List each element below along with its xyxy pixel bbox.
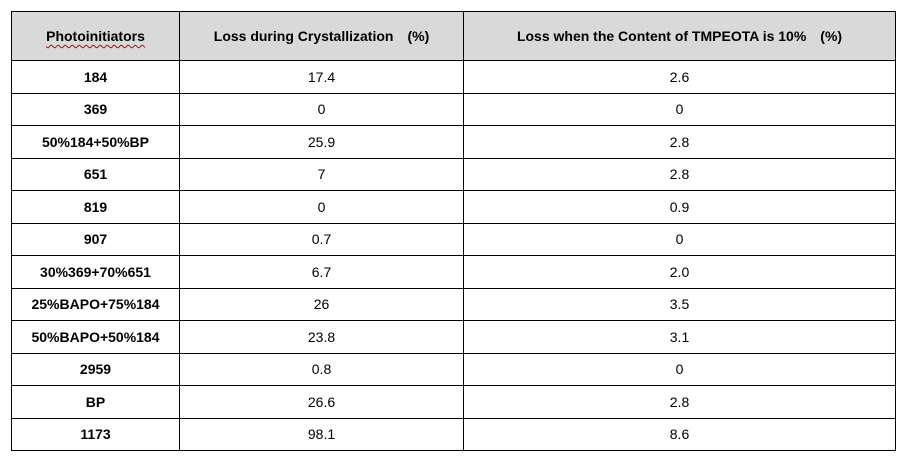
cell-photoinitiator: BP [11, 385, 180, 419]
cell-tmpeota-loss: 2.8 [463, 157, 896, 191]
table-row: 369 0 0 [11, 92, 896, 126]
cell-tmpeota-loss: 0.9 [463, 190, 896, 224]
cell-tmpeota-loss: 0 [463, 92, 896, 126]
cell-photoinitiator: 25%BAPO+75%184 [11, 287, 180, 321]
cell-photoinitiator: 50%184+50%BP [11, 125, 180, 159]
header-row: Photoinitiators Loss during Crystallizat… [11, 11, 896, 61]
cell-photoinitiator: 907 [11, 222, 180, 256]
table-row: 50%BAPO+50%184 23.8 3.1 [11, 320, 896, 354]
cell-crystallization-loss: 98.1 [179, 417, 464, 451]
header-crystallization-loss: Loss during Crystallization (%) [179, 11, 464, 61]
cell-photoinitiator: 369 [11, 92, 180, 126]
table-row: 25%BAPO+75%184 26 3.5 [11, 287, 896, 321]
cell-tmpeota-loss: 0 [463, 352, 896, 386]
table-row: 819 0 0.9 [11, 190, 896, 224]
cell-tmpeota-loss: 2.8 [463, 385, 896, 419]
cell-photoinitiator: 184 [11, 60, 180, 94]
cell-tmpeota-loss: 8.6 [463, 417, 896, 451]
cell-crystallization-loss: 17.4 [179, 60, 464, 94]
table-row: 651 7 2.8 [11, 157, 896, 191]
table-row: 907 0.7 0 [11, 222, 896, 256]
cell-photoinitiator: 1173 [11, 417, 180, 451]
cell-crystallization-loss: 6.7 [179, 255, 464, 289]
table-row: 50%184+50%BP 25.9 2.8 [11, 125, 896, 159]
cell-tmpeota-loss: 2.6 [463, 60, 896, 94]
table-row: BP 26.6 2.8 [11, 385, 896, 419]
cell-photoinitiator: 30%369+70%651 [11, 255, 180, 289]
table-row: 184 17.4 2.6 [11, 60, 896, 94]
cell-photoinitiator: 651 [11, 157, 180, 191]
cell-tmpeota-loss: 3.1 [463, 320, 896, 354]
cell-crystallization-loss: 26 [179, 287, 464, 321]
cell-tmpeota-loss: 0 [463, 222, 896, 256]
cell-photoinitiator: 819 [11, 190, 180, 224]
header-tmpeota-loss: Loss when the Content of TMPEOTA is 10% … [463, 11, 896, 61]
cell-tmpeota-loss: 2.0 [463, 255, 896, 289]
table-row: 30%369+70%651 6.7 2.0 [11, 255, 896, 289]
photoinitiator-loss-table: Photoinitiators Loss during Crystallizat… [11, 11, 896, 451]
cell-photoinitiator: 50%BAPO+50%184 [11, 320, 180, 354]
cell-photoinitiator: 2959 [11, 352, 180, 386]
cell-tmpeota-loss: 3.5 [463, 287, 896, 321]
cell-crystallization-loss: 0 [179, 92, 464, 126]
cell-crystallization-loss: 26.6 [179, 385, 464, 419]
cell-crystallization-loss: 0.7 [179, 222, 464, 256]
header-photoinitiators-label: Photoinitiators [46, 28, 145, 44]
cell-crystallization-loss: 0 [179, 190, 464, 224]
header-photoinitiators: Photoinitiators [11, 11, 180, 61]
cell-crystallization-loss: 7 [179, 157, 464, 191]
cell-tmpeota-loss: 2.8 [463, 125, 896, 159]
table-row: 1173 98.1 8.6 [11, 417, 896, 451]
cell-crystallization-loss: 0.8 [179, 352, 464, 386]
table-row: 2959 0.8 0 [11, 352, 896, 386]
cell-crystallization-loss: 25.9 [179, 125, 464, 159]
cell-crystallization-loss: 23.8 [179, 320, 464, 354]
